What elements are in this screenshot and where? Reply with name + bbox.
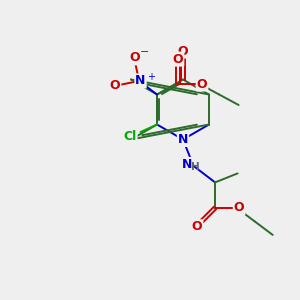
Text: +: + [147,71,155,82]
Text: Cl: Cl [123,130,136,143]
Text: O: O [173,52,183,66]
Text: −: − [140,47,149,57]
Text: O: O [192,220,203,233]
Text: H: H [191,161,200,172]
Text: O: O [129,51,140,64]
Text: O: O [178,44,188,58]
Text: N: N [135,74,146,88]
Text: O: O [110,79,120,92]
Text: N: N [182,158,192,171]
Text: O: O [197,77,207,91]
Text: O: O [234,201,244,214]
Text: N: N [178,133,188,146]
